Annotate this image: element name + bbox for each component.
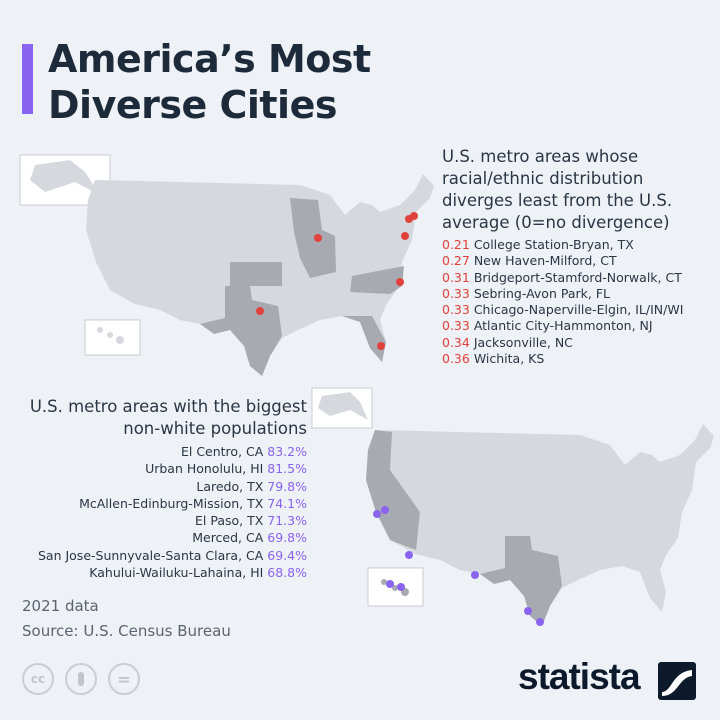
least-divergence-list: 0.21 College Station-Bryan, TX 0.27 New H… <box>442 237 717 367</box>
divergence-value: 0.36 <box>442 351 470 367</box>
metro-name: Wichita, KS <box>473 351 545 367</box>
marker-laredo <box>524 607 532 615</box>
divergence-row: 0.33 Atlantic City-Hammonton, NJ <box>442 318 717 334</box>
non-white-share: 68.8% <box>267 565 307 581</box>
metro-name: Chicago-Naperville-Elgin, IL/IN/WI <box>473 302 684 318</box>
hawaii-inset <box>84 319 141 356</box>
nd-icon-text: = <box>117 669 131 689</box>
hawaii-island <box>107 332 113 338</box>
metro-name: Atlantic City-Hammonton, NJ <box>473 318 653 334</box>
hawaii-island <box>392 585 398 591</box>
non-white-row: El Paso, TX 71.3% <box>7 512 307 529</box>
divergence-value: 0.33 <box>442 302 470 318</box>
state-fl <box>342 316 386 362</box>
marker-sebring <box>377 342 385 350</box>
marker-atlantic-city <box>401 232 409 240</box>
divergence-value: 0.27 <box>442 253 470 269</box>
marker-el-paso <box>471 571 479 579</box>
attribution-figure <box>78 672 84 686</box>
non-white-row: Urban Honolulu, HI 81.5% <box>7 460 307 477</box>
non-white-legend: U.S. metro areas with the biggest non-wh… <box>7 396 307 581</box>
cc-icon-text: cc <box>30 672 46 686</box>
footnote: 2021 data <box>22 597 99 615</box>
marker-new-haven <box>410 212 418 220</box>
source[interactable]: Source: U.S. Census Bureau <box>22 622 231 640</box>
divergence-value: 0.34 <box>442 334 470 350</box>
metro-name: College Station-Bryan, TX <box>473 237 634 252</box>
divergence-value: 0.31 <box>442 269 470 285</box>
least-divergence-legend: U.S. metro areas whose racial/ethnic dis… <box>442 146 717 367</box>
non-white-row: San Jose-Sunnyvale-Santa Clara, CA 69.4% <box>7 547 307 564</box>
non-white-row: Merced, CA 69.8% <box>7 529 307 546</box>
state-tx <box>480 536 562 626</box>
non-white-row: McAllen-Edinburg-Mission, TX 74.1% <box>7 495 307 512</box>
least-divergence-heading: U.S. metro areas whose racial/ethnic dis… <box>442 147 673 232</box>
non-white-row: Laredo, TX 79.8% <box>7 478 307 495</box>
marker-jacksonville <box>396 278 404 286</box>
metro-name: San Jose-Sunnyvale-Santa Clara, CA <box>37 547 264 563</box>
metro-name: Sebring-Avon Park, FL <box>473 285 610 301</box>
non-white-row: El Centro, CA 83.2% <box>7 443 307 460</box>
non-white-share: 74.1% <box>267 495 307 511</box>
divergence-value: 0.33 <box>442 285 470 301</box>
marker-kahului <box>397 583 405 591</box>
hawaii-island <box>381 579 387 585</box>
metro-name: Laredo, TX <box>196 478 264 494</box>
divergence-value: 0.33 <box>442 318 470 334</box>
cc-icon[interactable]: cc <box>22 663 54 695</box>
divergence-value: 0.21 <box>442 237 470 252</box>
non-white-share: 81.5% <box>267 461 307 477</box>
marker-honolulu <box>386 580 394 588</box>
alaska-shape <box>318 392 368 420</box>
non-white-share: 69.4% <box>267 547 307 563</box>
no-derivatives-icon[interactable]: = <box>108 663 140 695</box>
metro-name: New Haven-Milford, CT <box>473 253 617 269</box>
state-il-wi <box>290 198 336 278</box>
metro-name: Bridgeport-Stamford-Norwalk, CT <box>473 269 682 285</box>
metro-name: El Centro, CA <box>180 444 264 459</box>
hawaii-island <box>116 336 124 344</box>
non-white-heading: U.S. metro areas with the biggest non-wh… <box>29 397 307 438</box>
state-ks <box>230 262 282 286</box>
marker-chicago <box>314 234 322 242</box>
non-white-row: Kahului-Wailuku-Lahaina, HI 68.8% <box>7 564 307 581</box>
non-white-share: 71.3% <box>267 513 307 529</box>
top-map <box>19 154 434 376</box>
bottom-map <box>311 387 714 626</box>
divergence-row: 0.21 College Station-Bryan, TX <box>442 237 717 253</box>
state-ca <box>366 430 420 550</box>
divergence-row: 0.34 Jacksonville, NC <box>442 335 717 351</box>
divergence-row: 0.31 Bridgeport-Stamford-Norwalk, CT <box>442 270 717 286</box>
page-title: America’s Most Diverse Cities <box>48 36 371 128</box>
non-white-share: 79.8% <box>267 478 307 494</box>
marker-el-centro <box>405 551 413 559</box>
hawaii-island <box>97 327 103 333</box>
divergence-row: 0.33 Sebring-Avon Park, FL <box>442 286 717 302</box>
metro-name: Merced, CA <box>192 530 264 546</box>
title-line-2: Diverse Cities <box>48 83 337 127</box>
metro-name: El Paso, TX <box>195 513 264 529</box>
non-white-share: 69.8% <box>267 530 307 546</box>
divergence-row: 0.27 New Haven-Milford, CT <box>442 253 717 269</box>
marker-college-station <box>256 307 264 315</box>
marker-san-jose <box>373 510 381 518</box>
metro-name: Jacksonville, NC <box>473 334 573 350</box>
metro-name: Kahului-Wailuku-Lahaina, HI <box>89 565 264 581</box>
state-nc <box>350 266 404 294</box>
non-white-list: El Centro, CA 83.2% Urban Honolulu, HI 81… <box>7 443 307 581</box>
alaska-shape <box>30 160 100 195</box>
attribution-icon[interactable] <box>65 663 97 695</box>
accent-bar <box>22 44 33 114</box>
non-white-share: 83.2% <box>267 444 307 459</box>
divergence-row: 0.36 Wichita, KS <box>442 351 717 367</box>
title-line-1: America’s Most <box>48 37 371 81</box>
statista-logo[interactable]: statista <box>518 656 641 697</box>
statista-logo-mark <box>658 662 696 700</box>
divergence-row: 0.33 Chicago-Naperville-Elgin, IL/IN/WI <box>442 302 717 318</box>
metro-name: McAllen-Edinburg-Mission, TX <box>79 495 264 511</box>
marker-mcallen <box>536 618 544 626</box>
marker-merced <box>381 506 389 514</box>
metro-name: Urban Honolulu, HI <box>145 461 264 477</box>
